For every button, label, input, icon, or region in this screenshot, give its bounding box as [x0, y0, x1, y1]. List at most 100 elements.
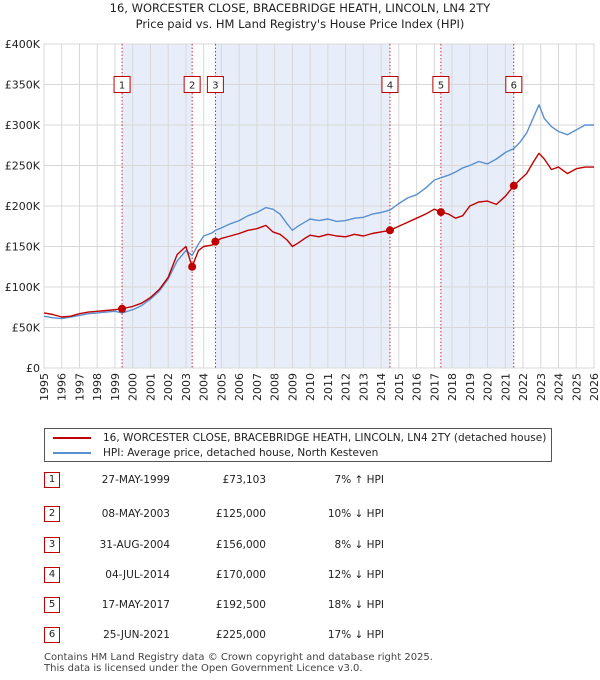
x-tick-label: 2002 [162, 373, 175, 401]
x-tick-label: 2009 [286, 373, 299, 401]
sale-point [211, 237, 220, 246]
y-tick-label: £400K [5, 38, 41, 51]
sale-date: 27-MAY-1999 [101, 474, 170, 486]
sale-date: 25-JUN-2021 [103, 629, 170, 641]
x-tick-label: 2018 [446, 373, 459, 401]
x-tick-label: 2010 [304, 373, 317, 401]
x-tick-label: 2023 [535, 373, 548, 401]
y-tick-label: £350K [5, 79, 41, 92]
x-tick-label: 1997 [73, 373, 86, 401]
y-tick-label: £150K [5, 241, 41, 254]
x-tick-label: 2022 [517, 373, 530, 401]
sale-point [509, 181, 518, 190]
legend-hpi-label: HPI: Average price, detached house, Nort… [103, 447, 379, 459]
sale-point [118, 304, 127, 313]
sale-marker-label: 1 [119, 81, 125, 92]
chart-title: 16, WORCESTER CLOSE, BRACEBRIDGE HEATH, … [110, 1, 492, 15]
table-row: 5 17-MAY-2017 £192,500 18% ↓ HPI [44, 597, 464, 613]
x-tick-label: 2016 [411, 373, 424, 401]
sale-marker-label: 2 [189, 81, 195, 92]
y-tick-label: £300K [5, 119, 41, 132]
legend-property: 16, WORCESTER CLOSE, BRACEBRIDGE HEATH, … [53, 431, 546, 445]
y-tick-label: £0 [26, 362, 40, 375]
table-row: 4 04-JUL-2014 £170,000 12% ↓ HPI [44, 567, 464, 583]
x-tick-label: 2006 [233, 373, 246, 401]
sale-price: £125,000 [215, 508, 266, 520]
y-tick-label: £250K [5, 160, 41, 173]
sale-point [188, 262, 197, 271]
sale-hpi-change: 18% ↓ HPI [327, 599, 384, 611]
hpi-line-swatch [53, 452, 91, 454]
sale-marker-label: 3 [212, 81, 218, 92]
footer: Contains HM Land Registry data © Crown c… [44, 652, 433, 674]
sale-marker-label: 4 [387, 81, 393, 92]
x-tick-label: 2003 [180, 373, 193, 401]
x-tick-label: 1996 [56, 373, 69, 401]
sale-price: £192,500 [215, 599, 266, 611]
x-tick-label: 2025 [570, 373, 583, 401]
x-tick-label: 2007 [251, 373, 264, 401]
x-tick-label: 2017 [428, 373, 441, 401]
x-tick-label: 2019 [464, 373, 477, 401]
sale-hpi-change: 10% ↓ HPI [327, 508, 384, 520]
legend-hpi: HPI: Average price, detached house, Nort… [53, 446, 378, 460]
x-tick-label: 1995 [38, 373, 51, 401]
x-tick-label: 1998 [91, 373, 104, 401]
table-row: 2 08-MAY-2003 £125,000 10% ↓ HPI [44, 506, 464, 522]
x-tick-label: 1999 [109, 373, 122, 401]
x-tick-label: 2020 [482, 373, 495, 401]
y-tick-label: £200K [5, 200, 41, 213]
y-tick-label: £100K [5, 281, 41, 294]
property-line-swatch [53, 437, 91, 439]
x-tick-label: 2013 [357, 373, 370, 401]
x-tick-label: 2026 [588, 373, 600, 401]
sale-hpi-change: 17% ↓ HPI [327, 629, 384, 641]
footer-copyright: Contains HM Land Registry data © Crown c… [44, 652, 433, 663]
y-tick-label: £50K [12, 322, 41, 335]
sale-point [436, 208, 445, 217]
x-tick-label: 2021 [499, 373, 512, 401]
table-row: 3 31-AUG-2004 £156,000 8% ↓ HPI [44, 537, 464, 553]
sale-price: £170,000 [215, 569, 266, 581]
sale-marker-box [183, 76, 201, 93]
property-price-line [43, 152, 594, 318]
sale-date: 08-MAY-2003 [101, 508, 170, 520]
x-tick-label: 2001 [144, 373, 157, 401]
sale-number: 4 [44, 567, 60, 583]
price-chart: 16, WORCESTER CLOSE, BRACEBRIDGE HEATH, … [5, 1, 600, 401]
table-row: 1 27-MAY-1999 £73,103 7% ↑ HPI [44, 472, 464, 488]
x-tick-label: 2004 [198, 373, 211, 401]
sale-marker-label: 5 [438, 81, 444, 92]
sale-price: £225,000 [215, 629, 266, 641]
table-row: 6 25-JUN-2021 £225,000 17% ↓ HPI [44, 627, 464, 643]
sale-number: 6 [44, 627, 60, 643]
x-tick-label: 2005 [215, 373, 228, 401]
sale-marker-box [505, 76, 523, 93]
chart-subtitle: Price paid vs. HM Land Registry's House … [136, 17, 465, 31]
x-tick-label: 2012 [340, 373, 353, 401]
sale-marker-box [113, 76, 131, 93]
sale-date: 31-AUG-2004 [99, 539, 170, 551]
x-tick-label: 2011 [322, 373, 335, 401]
x-tick-label: 2008 [269, 373, 282, 401]
hpi-line [43, 104, 594, 320]
legend-property-label: 16, WORCESTER CLOSE, BRACEBRIDGE HEATH, … [103, 432, 547, 444]
sale-marker-box [206, 76, 224, 93]
sale-number: 3 [44, 537, 60, 553]
sale-hpi-change: 12% ↓ HPI [327, 569, 384, 581]
sale-hpi-change: 7% ↑ HPI [334, 474, 384, 486]
sale-marker-box [432, 76, 450, 93]
sale-number: 5 [44, 597, 60, 613]
sale-date: 17-MAY-2017 [101, 599, 170, 611]
x-tick-label: 2000 [127, 373, 140, 401]
chart-legend: 16, WORCESTER CLOSE, BRACEBRIDGE HEATH, … [44, 428, 552, 462]
sale-marker-box [381, 76, 399, 93]
sale-price: £73,103 [222, 474, 266, 486]
sale-number: 1 [44, 472, 60, 488]
x-tick-label: 2015 [393, 373, 406, 401]
sale-marker-label: 6 [511, 81, 517, 92]
footer-licence: This data is licensed under the Open Gov… [44, 663, 363, 674]
x-tick-label: 2014 [375, 373, 388, 401]
sale-hpi-change: 8% ↓ HPI [334, 539, 384, 551]
x-tick-label: 2024 [553, 373, 566, 401]
